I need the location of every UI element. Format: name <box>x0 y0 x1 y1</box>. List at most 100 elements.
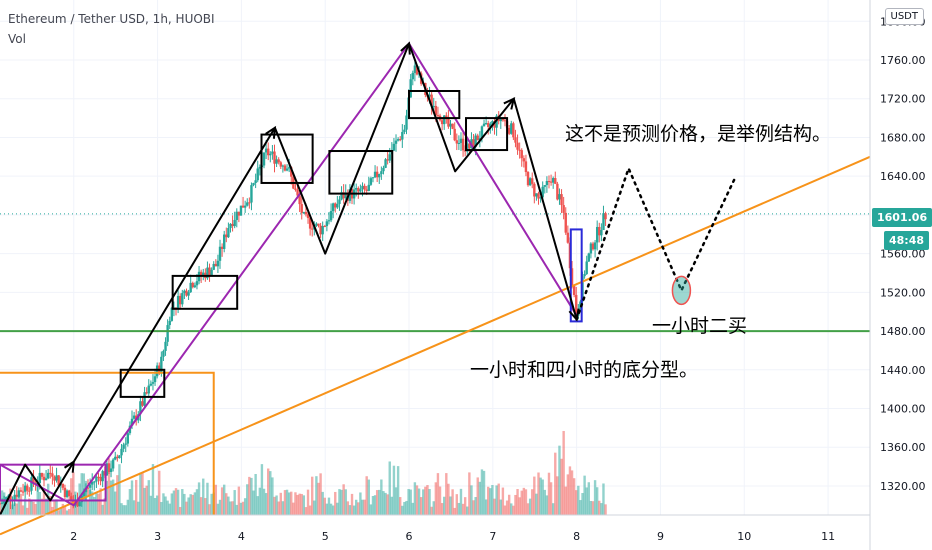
volume-bar <box>210 493 213 515</box>
x-tick-label: 4 <box>238 530 245 543</box>
candle-body <box>482 123 486 127</box>
countdown-badge: 48:48 <box>884 231 930 250</box>
zigzag-path <box>0 42 578 516</box>
volume-bar <box>313 500 316 515</box>
volume-bar <box>338 489 341 515</box>
volume-bar <box>168 503 171 515</box>
candle-body <box>315 223 318 226</box>
candle-body <box>503 120 507 122</box>
volume-bar <box>118 464 121 515</box>
volume-bar <box>424 486 427 515</box>
volume-bar <box>430 506 433 515</box>
candle-body <box>212 263 215 270</box>
candle-body <box>386 159 389 161</box>
volume-bar <box>321 491 324 515</box>
x-tick-label: 2 <box>70 530 77 543</box>
volume-bar <box>598 500 601 515</box>
volume-bar <box>342 484 345 515</box>
candle-body <box>432 105 435 107</box>
volume-indicator-label[interactable]: Vol <box>8 32 26 46</box>
volume-bar <box>187 497 190 515</box>
volume-bar <box>528 498 532 515</box>
candle-body <box>176 295 180 309</box>
volume-bar <box>359 492 362 515</box>
y-tick-label: 1480.00 <box>880 325 926 338</box>
volume-bar <box>67 509 71 515</box>
volume-bar <box>386 494 389 515</box>
volume-bar <box>522 487 526 515</box>
candle-body <box>589 243 593 254</box>
candle-body <box>396 139 400 141</box>
candle-body <box>120 448 123 456</box>
candle-body <box>187 292 190 296</box>
volume-bar <box>59 508 62 515</box>
volume-bar <box>392 465 396 515</box>
volume-bar <box>101 504 104 515</box>
candle-body <box>23 485 27 492</box>
fractal-box <box>569 228 583 323</box>
candle-body <box>512 123 515 138</box>
candle-body <box>453 128 456 141</box>
volume-bar <box>562 430 565 515</box>
volume-bar <box>378 489 381 515</box>
volume-bar <box>111 479 115 515</box>
volume-bar <box>298 493 301 515</box>
candle-body <box>107 463 111 472</box>
candle-body <box>168 320 171 326</box>
candle-body <box>369 178 373 185</box>
candle-body <box>220 246 224 249</box>
candle-body <box>539 197 542 199</box>
candle-body <box>170 307 174 321</box>
candle-body <box>149 383 153 386</box>
candle-body <box>461 138 465 151</box>
volume-bar <box>109 480 113 515</box>
volume-bar <box>271 477 274 515</box>
volume-bar <box>388 461 391 515</box>
buy-point-marker <box>671 275 692 306</box>
currency-selector[interactable]: USDT <box>884 8 924 25</box>
volume-bar <box>459 488 463 515</box>
candle-body <box>158 365 161 373</box>
volume-bar <box>103 498 106 515</box>
candle-body <box>440 120 444 125</box>
volume-bar <box>499 499 502 515</box>
candle-body <box>535 193 538 197</box>
candle-body <box>233 219 236 227</box>
candle-body <box>415 65 419 75</box>
candle-body <box>501 118 505 121</box>
volume-bar <box>449 496 452 515</box>
candle-body <box>359 189 362 192</box>
candle-body <box>311 228 314 230</box>
candle-body <box>428 94 431 97</box>
volume-bar <box>44 498 48 515</box>
volume-bar <box>319 473 322 515</box>
volume-bar <box>153 498 157 515</box>
x-tick-label: 9 <box>657 530 664 543</box>
candle-body <box>70 496 73 502</box>
volume-bar <box>419 497 423 515</box>
volume-bar <box>524 489 528 515</box>
volume-bar <box>30 501 33 515</box>
volume-bar <box>507 494 511 515</box>
candle-body <box>300 204 303 214</box>
candle-body <box>258 167 262 169</box>
volume-bar <box>237 486 241 515</box>
range-box <box>0 371 215 515</box>
candle-body <box>51 473 54 477</box>
volume-bar <box>189 494 192 515</box>
volume-bar <box>231 501 234 515</box>
candle-body <box>451 123 454 129</box>
x-tick-label: 11 <box>821 530 835 543</box>
volume-bar <box>595 487 599 515</box>
candle-body <box>491 121 494 124</box>
volume-bar <box>520 490 523 515</box>
candle-body <box>111 459 115 469</box>
candle-body <box>53 476 56 481</box>
candle-body <box>468 143 471 149</box>
volume-bar <box>193 492 197 515</box>
volume-bar <box>311 476 314 515</box>
volume-bar <box>183 493 186 515</box>
candle-body <box>271 151 274 154</box>
volume-bar <box>130 480 134 515</box>
